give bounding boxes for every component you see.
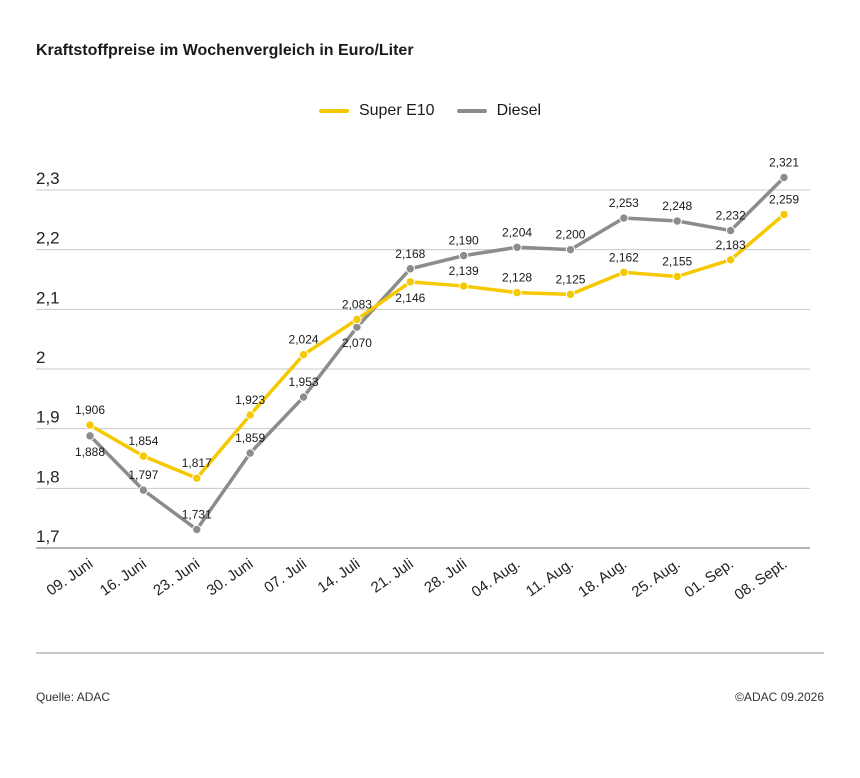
footer-divider	[36, 652, 824, 654]
copyright-note: ©ADAC 09.2026	[735, 690, 824, 704]
data-label-diesel: 2,248	[662, 199, 692, 213]
data-point-diesel	[672, 216, 682, 226]
data-point-diesel	[565, 244, 576, 255]
data-label-super-e10: 1,817	[182, 456, 212, 470]
data-label-diesel: 2,204	[502, 225, 532, 239]
data-point-super-e10	[352, 314, 362, 325]
x-tick-label: 04. Aug.	[469, 555, 524, 601]
x-tick-label: 07. Juli	[261, 555, 310, 596]
data-point-diesel	[192, 524, 202, 535]
data-point-diesel	[138, 485, 149, 495]
data-point-super-e10	[725, 255, 736, 265]
legend-swatch-diesel	[456, 109, 487, 113]
data-point-super-e10	[138, 451, 149, 461]
data-point-super-e10	[405, 277, 416, 287]
data-label-super-e10: 2,162	[609, 250, 639, 264]
data-label-super-e10: 2,083	[342, 297, 372, 311]
y-tick-label: 2,2	[36, 229, 60, 248]
data-point-super-e10	[672, 271, 682, 282]
data-point-super-e10	[85, 420, 95, 430]
legend-swatch-super-e10	[318, 109, 349, 113]
data-label-super-e10: 2,024	[289, 333, 319, 347]
data-label-super-e10: 1,923	[235, 393, 265, 407]
data-label-super-e10: 2,146	[395, 291, 425, 305]
y-tick-label: 1,7	[36, 527, 60, 546]
data-point-diesel	[779, 172, 789, 183]
x-tick-label: 21. Juli	[368, 555, 417, 596]
x-tick-label: 30. Juni	[204, 555, 257, 599]
legend-label-diesel: Diesel	[496, 102, 542, 119]
line-chart: 1,7 1,8 1,9 2 2,1 2,2 2,3 09. Juni 16. Juni 23. J…	[36, 155, 810, 604]
data-label-diesel: 2,200	[555, 228, 585, 242]
data-label-diesel: 2,253	[609, 196, 639, 210]
data-point-super-e10	[245, 410, 255, 420]
data-label-diesel: 1,797	[128, 468, 158, 482]
x-tick-label: 28. Juli	[421, 555, 470, 596]
chart-title: Kraftstoffpreise im Wochenvergleich in E…	[36, 42, 414, 59]
x-tick-label: 09. Juni	[43, 555, 96, 599]
data-label-diesel: 2,232	[716, 209, 746, 223]
data-point-diesel	[245, 448, 255, 458]
legend-item-super-e10: Super E10	[318, 102, 435, 120]
series-line-super-e10	[88, 212, 786, 480]
data-label-super-e10: 2,259	[769, 192, 799, 206]
x-tick-label: 01. Sep.	[681, 555, 737, 601]
data-point-super-e10	[298, 349, 309, 360]
data-point-diesel	[512, 242, 522, 252]
chart-legend: Super E10 Diesel	[0, 102, 860, 120]
data-label-diesel: 2,321	[769, 155, 799, 169]
x-tick-label: 14. Juli	[315, 555, 364, 596]
data-label-diesel: 1,953	[289, 375, 319, 389]
series-line-diesel	[88, 175, 786, 532]
x-tick-label: 25. Aug.	[629, 555, 684, 601]
data-point-super-e10	[619, 267, 629, 278]
data-label-diesel: 2,168	[395, 247, 425, 261]
data-point-super-e10	[458, 281, 469, 291]
data-point-diesel	[352, 322, 362, 332]
source-note: Quelle: ADAC	[36, 690, 111, 704]
data-point-super-e10	[779, 209, 789, 220]
data-point-super-e10	[512, 287, 522, 298]
data-label-super-e10: 2,155	[662, 255, 692, 269]
x-tick-label: 23. Juni	[150, 555, 203, 599]
data-label-super-e10: 2,139	[449, 264, 479, 278]
x-tick-label: 18. Aug.	[575, 555, 630, 601]
legend-item-diesel: Diesel	[456, 102, 542, 120]
data-point-diesel	[619, 213, 629, 223]
y-tick-label: 2	[36, 348, 45, 367]
data-label-diesel: 1,888	[75, 445, 105, 459]
y-tick-label: 1,9	[36, 408, 60, 427]
data-label-diesel: 2,070	[342, 336, 372, 350]
data-label-super-e10: 2,128	[502, 271, 532, 285]
data-label-super-e10: 1,854	[128, 434, 158, 448]
x-tick-label: 11. Aug.	[523, 555, 577, 600]
data-point-diesel	[405, 264, 416, 274]
data-label-super-e10: 1,906	[75, 403, 105, 417]
y-tick-label: 2,3	[36, 169, 60, 188]
data-point-diesel	[298, 392, 309, 402]
x-tick-label: 16. Juni	[97, 555, 150, 599]
y-tick-label: 2,1	[36, 288, 60, 307]
data-label-diesel: 1,859	[235, 431, 265, 445]
data-point-diesel	[458, 250, 469, 261]
data-label-super-e10: 2,183	[716, 238, 746, 252]
data-label-diesel: 2,190	[449, 234, 479, 248]
data-label-super-e10: 2,125	[555, 272, 585, 286]
legend-label-super-e10: Super E10	[358, 102, 435, 119]
data-point-diesel	[725, 225, 736, 236]
data-point-super-e10	[565, 289, 576, 300]
data-point-diesel	[85, 431, 95, 441]
data-label-diesel: 1,731	[182, 508, 212, 522]
x-tick-label: 08. Sept.	[731, 555, 790, 603]
data-point-super-e10	[192, 473, 202, 483]
y-tick-label: 1,8	[36, 467, 60, 486]
